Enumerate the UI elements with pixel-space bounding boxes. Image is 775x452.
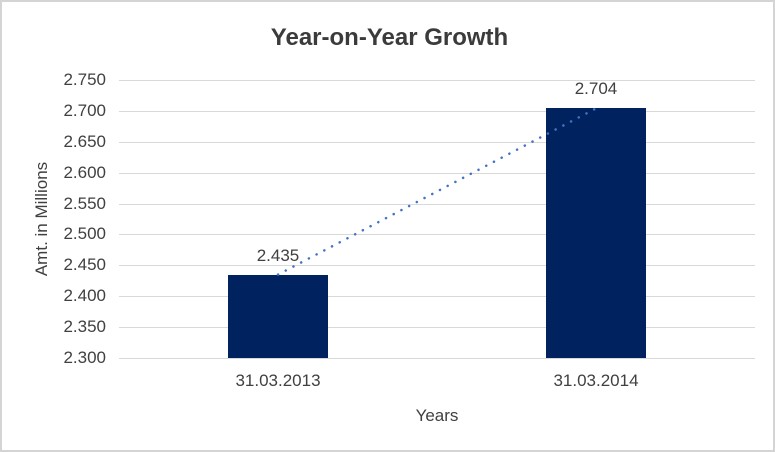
y-tick-label: 2.700: [63, 100, 106, 120]
plot-area: [119, 80, 755, 359]
gridline: [119, 110, 755, 112]
y-tick-label: 2.350: [63, 317, 106, 337]
x-axis-title: Years: [415, 406, 459, 425]
gridline: [119, 172, 755, 174]
chart-title: Year-on-Year Growth: [270, 24, 509, 51]
y-tick-label: 2.300: [63, 348, 106, 367]
gridline: [119, 265, 755, 267]
y-tick-label: 2.500: [63, 224, 106, 244]
gridline: [119, 296, 755, 298]
gridline: [119, 203, 755, 205]
y-tick-label: 2.600: [63, 162, 106, 182]
y-tick-label: 2.650: [63, 131, 106, 151]
y-tick-label: 2.400: [63, 286, 106, 306]
bar-data-label: 2.704: [574, 79, 618, 99]
y-tick-label: 2.750: [63, 70, 106, 89]
x-tick-label: 31.03.2014: [553, 371, 639, 390]
gridline: [119, 141, 755, 143]
trendline: [276, 107, 598, 276]
gridline: [119, 80, 755, 81]
x-axis-line: [119, 358, 755, 359]
y-tick-label: 2.550: [63, 193, 106, 213]
bar-31.03.2014: [546, 108, 646, 358]
y-axis-title: Amt. in Millions: [32, 161, 51, 277]
bar-31.03.2013: [228, 274, 328, 358]
bar-data-label: 2.435: [256, 245, 300, 265]
y-tick-label: 2.450: [63, 255, 106, 275]
gridline: [119, 327, 755, 329]
gridline: [119, 234, 755, 236]
x-tick-label: 31.03.2013: [235, 371, 321, 390]
